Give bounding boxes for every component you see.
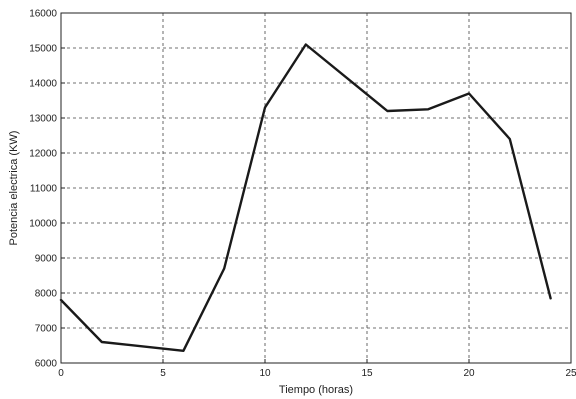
y-tick-label: 13000 xyxy=(29,114,57,125)
y-tick-label: 7000 xyxy=(35,324,58,335)
series-layer xyxy=(59,43,552,352)
y-tick-label: 14000 xyxy=(29,79,57,90)
y-tick-label: 8000 xyxy=(35,289,58,300)
y-tick-label: 10000 xyxy=(29,219,57,230)
y-tick-label: 12000 xyxy=(29,149,57,160)
x-tick-label: 25 xyxy=(565,368,576,379)
x-axis-label: Tiempo (horas) xyxy=(279,384,353,396)
x-tick-label: 10 xyxy=(259,368,271,379)
y-tick-label: 16000 xyxy=(29,9,57,20)
x-tick-label: 0 xyxy=(58,368,64,379)
y-tick-label: 6000 xyxy=(35,359,58,370)
x-tick-label: 5 xyxy=(160,368,166,379)
grid xyxy=(61,13,571,363)
series-line xyxy=(59,43,552,352)
x-tick-label: 20 xyxy=(463,368,475,379)
x-axis-ticks: 0 5 10 15 20 25 xyxy=(58,359,576,379)
y-tick-label: 9000 xyxy=(35,254,58,265)
x-tick-label: 15 xyxy=(361,368,373,379)
y-tick-label: 15000 xyxy=(29,44,57,55)
y-axis-ticks: 6000 7000 8000 9000 10000 11000 12000 13000 1400… xyxy=(29,9,65,370)
y-axis-label: Potencia electrica (KW) xyxy=(8,131,20,246)
y-tick-label: 11000 xyxy=(30,184,58,195)
